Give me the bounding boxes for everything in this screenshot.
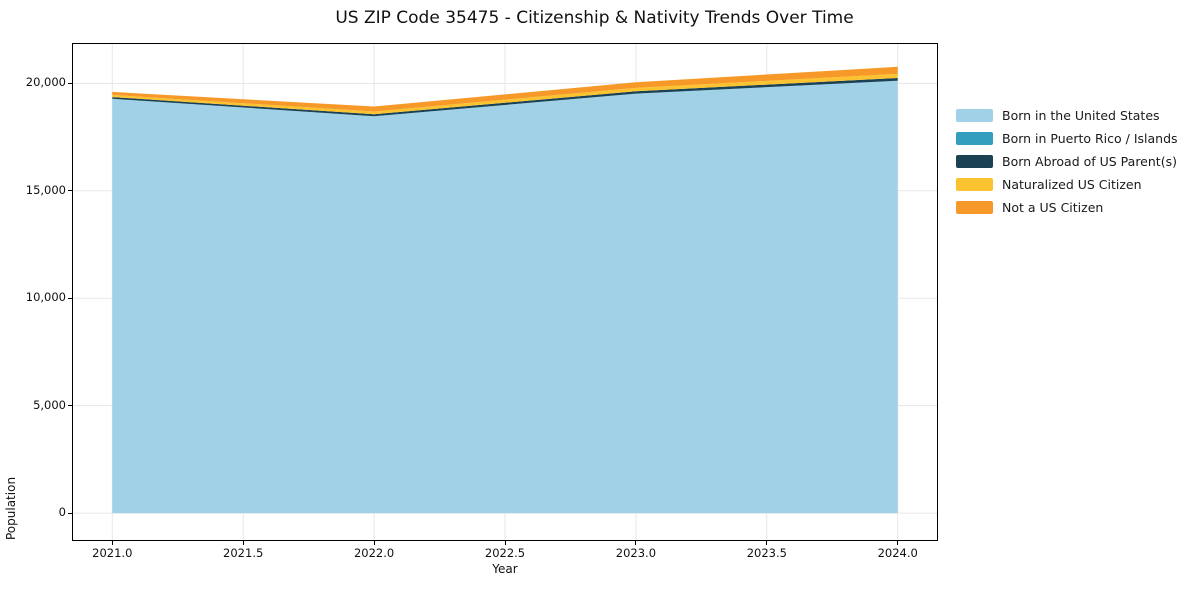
- x-tick-label: 2022.0: [353, 546, 395, 560]
- x-tick-mark: [111, 541, 113, 545]
- y-tick-label: 20,000: [25, 75, 66, 90]
- x-tick-label: 2021.0: [92, 546, 133, 560]
- y-tick-label: 5,000: [33, 397, 66, 412]
- x-tick-mark: [373, 541, 375, 545]
- y-tick-mark: [68, 82, 73, 84]
- x-tick-mark: [766, 541, 768, 545]
- x-tick-label: 2023.0: [615, 546, 657, 560]
- legend-color-swatch: [956, 132, 993, 145]
- y-tick-mark: [68, 297, 73, 299]
- legend-item-label: Naturalized US Citizen: [1002, 177, 1142, 192]
- x-tick-mark: [635, 541, 637, 545]
- legend-item: Born Abroad of US Parent(s): [956, 150, 1178, 173]
- y-tick-mark: [68, 190, 73, 192]
- area-born-in-the-united-states: [112, 80, 898, 514]
- x-tick-label: 2023.5: [746, 546, 787, 560]
- x-tick-mark: [504, 541, 506, 545]
- legend-item: Not a US Citizen: [956, 196, 1178, 219]
- stacked-area-canvas: [73, 44, 937, 540]
- legend-item: Born in the United States: [956, 104, 1178, 127]
- y-tick-label: 10,000: [25, 290, 66, 305]
- x-tick-label: 2021.5: [223, 546, 264, 560]
- legend-item-label: Born in the United States: [1002, 108, 1160, 123]
- legend-item-label: Born Abroad of US Parent(s): [1002, 154, 1177, 169]
- legend-item-label: Born in Puerto Rico / Islands: [1002, 131, 1178, 146]
- legend-color-swatch: [956, 201, 993, 214]
- x-axis-label: Year: [492, 562, 518, 576]
- x-tick-label: 2024.0: [877, 546, 918, 560]
- y-tick-label: 0: [58, 505, 66, 520]
- y-tick-mark: [68, 405, 73, 407]
- legend-item: Born in Puerto Rico / Islands: [956, 127, 1178, 150]
- legend: Born in the United States Born in Puerto …: [956, 104, 1178, 219]
- legend-item-label: Not a US Citizen: [1002, 200, 1104, 215]
- y-tick-mark: [68, 512, 73, 514]
- x-tick-label: 2022.5: [484, 546, 526, 560]
- x-tick-mark: [897, 541, 899, 545]
- legend-item: Naturalized US Citizen: [956, 173, 1178, 196]
- chart-title: US ZIP Code 35475 - Citizenship & Nativi…: [335, 8, 854, 28]
- legend-color-swatch: [956, 109, 993, 122]
- legend-color-swatch: [956, 178, 993, 191]
- plot-area: [72, 43, 938, 541]
- x-tick-mark: [242, 541, 244, 545]
- legend-color-swatch: [956, 155, 993, 168]
- y-tick-label: 15,000: [25, 182, 66, 197]
